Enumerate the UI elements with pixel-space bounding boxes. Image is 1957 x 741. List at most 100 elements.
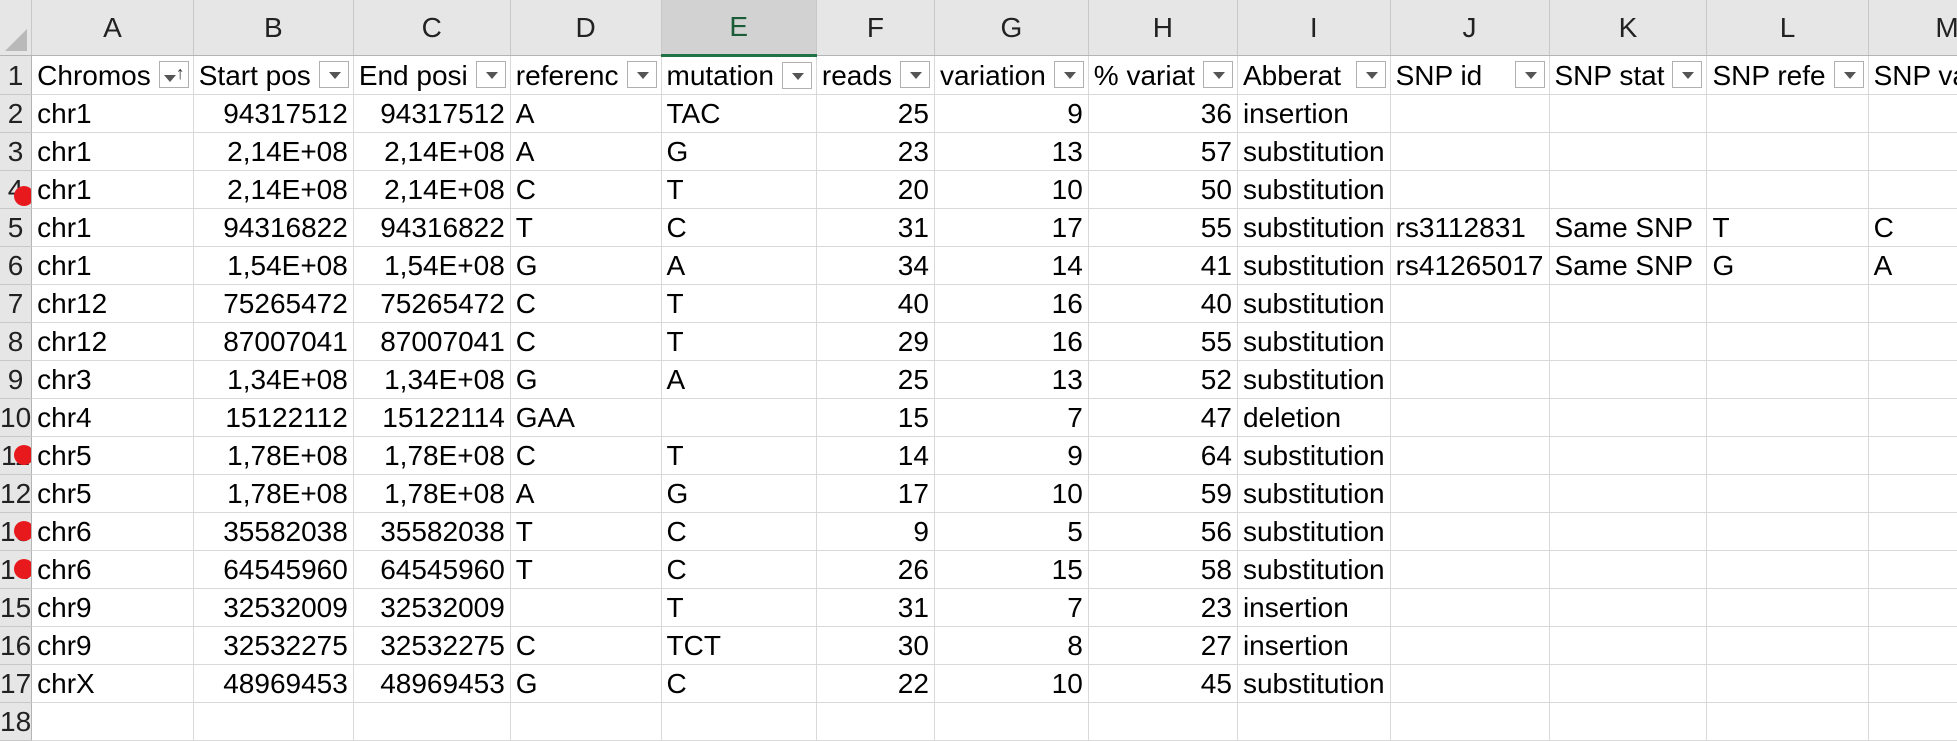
- field-header-cell[interactable]: Chromos ↑: [31, 55, 194, 95]
- cell-m[interactable]: [1868, 664, 1957, 703]
- cell-b[interactable]: 2,14E+08: [193, 132, 354, 171]
- cell-i[interactable]: [1237, 702, 1391, 741]
- cell-f[interactable]: 34: [816, 246, 935, 285]
- cell-f[interactable]: 22: [816, 664, 935, 703]
- cell-d[interactable]: T: [510, 550, 662, 589]
- cell-h[interactable]: [1088, 702, 1238, 741]
- cell-j[interactable]: rs3112831: [1390, 208, 1550, 247]
- cell-g[interactable]: 17: [934, 208, 1089, 247]
- row-header[interactable]: 8: [0, 322, 33, 361]
- cell-e[interactable]: T: [661, 284, 817, 323]
- cell-f[interactable]: 17: [816, 474, 935, 513]
- cell-a[interactable]: chr12: [31, 322, 194, 361]
- cell-a[interactable]: chr1: [31, 132, 194, 171]
- cell-e[interactable]: C: [661, 208, 817, 247]
- cell-f[interactable]: 20: [816, 170, 935, 209]
- cell-h[interactable]: 45: [1088, 664, 1238, 703]
- cell-a[interactable]: chr1: [31, 94, 194, 133]
- cell-i[interactable]: substitution: [1237, 170, 1391, 209]
- cell-k[interactable]: Same SNP: [1549, 208, 1708, 247]
- cell-h[interactable]: 36: [1088, 94, 1238, 133]
- cell-k[interactable]: [1549, 398, 1708, 437]
- cell-c[interactable]: [353, 702, 511, 741]
- cell-c[interactable]: 32532009: [353, 588, 511, 627]
- cell-j[interactable]: [1390, 360, 1550, 399]
- row-header[interactable]: 12: [0, 474, 33, 513]
- cell-c[interactable]: 75265472: [353, 284, 511, 323]
- cell-e[interactable]: T: [661, 436, 817, 475]
- cell-b[interactable]: 35582038: [193, 512, 354, 551]
- cell-g[interactable]: 16: [934, 284, 1089, 323]
- cell-i[interactable]: substitution: [1237, 208, 1391, 247]
- cell-j[interactable]: [1390, 322, 1550, 361]
- cell-d[interactable]: C: [510, 322, 662, 361]
- cell-m[interactable]: A: [1868, 246, 1957, 285]
- cell-l[interactable]: [1706, 626, 1869, 665]
- cell-g[interactable]: 9: [934, 94, 1089, 133]
- cell-h[interactable]: 55: [1088, 322, 1238, 361]
- cell-m[interactable]: [1868, 512, 1957, 551]
- cell-a[interactable]: chr5: [31, 436, 194, 475]
- cell-f[interactable]: 31: [816, 208, 935, 247]
- filter-dropdown-icon[interactable]: [1202, 61, 1233, 88]
- cell-k[interactable]: [1549, 284, 1708, 323]
- cell-a[interactable]: chr9: [31, 588, 194, 627]
- field-header-cell[interactable]: Start pos: [193, 55, 354, 95]
- cell-i[interactable]: substitution: [1237, 246, 1391, 285]
- column-header-i[interactable]: I: [1237, 0, 1391, 56]
- cell-a[interactable]: chr6: [31, 512, 194, 551]
- cell-l[interactable]: [1706, 702, 1869, 741]
- cell-i[interactable]: insertion: [1237, 94, 1391, 133]
- cell-l[interactable]: [1706, 436, 1869, 475]
- cell-c[interactable]: 64545960: [353, 550, 511, 589]
- cell-j[interactable]: [1390, 284, 1550, 323]
- cell-f[interactable]: 25: [816, 94, 935, 133]
- cell-c[interactable]: 32532275: [353, 626, 511, 665]
- cell-d[interactable]: A: [510, 94, 662, 133]
- cell-e[interactable]: T: [661, 588, 817, 627]
- cell-d[interactable]: G: [510, 664, 662, 703]
- cell-a[interactable]: chr12: [31, 284, 194, 323]
- row-header[interactable]: 10: [0, 398, 33, 437]
- cell-d[interactable]: T: [510, 512, 662, 551]
- field-header-cell[interactable]: SNP id: [1390, 55, 1550, 95]
- cell-j[interactable]: [1390, 702, 1550, 741]
- cell-c[interactable]: 1,54E+08: [353, 246, 511, 285]
- cell-c[interactable]: 1,78E+08: [353, 436, 511, 475]
- column-header-g[interactable]: G: [934, 0, 1089, 56]
- column-header-j[interactable]: J: [1390, 0, 1550, 56]
- cell-b[interactable]: 1,34E+08: [193, 360, 354, 399]
- filter-dropdown-icon[interactable]: [1053, 61, 1084, 88]
- cell-i[interactable]: substitution: [1237, 474, 1391, 513]
- cell-b[interactable]: 94317512: [193, 94, 354, 133]
- cell-d[interactable]: GAA: [510, 398, 662, 437]
- column-header-a[interactable]: A: [31, 0, 194, 56]
- cell-a[interactable]: chr4: [31, 398, 194, 437]
- cell-e[interactable]: TCT: [661, 626, 817, 665]
- row-header[interactable]: 15: [0, 588, 33, 627]
- cell-e[interactable]: [661, 398, 817, 437]
- cell-i[interactable]: substitution: [1237, 512, 1391, 551]
- cell-e[interactable]: G: [661, 474, 817, 513]
- cell-h[interactable]: 50: [1088, 170, 1238, 209]
- cell-f[interactable]: 30: [816, 626, 935, 665]
- cell-e[interactable]: A: [661, 360, 817, 399]
- row-header[interactable]: 1: [0, 55, 33, 95]
- cell-k[interactable]: [1549, 550, 1708, 589]
- cell-b[interactable]: 32532009: [193, 588, 354, 627]
- cell-e[interactable]: G: [661, 132, 817, 171]
- cell-f[interactable]: 29: [816, 322, 935, 361]
- cell-f[interactable]: 31: [816, 588, 935, 627]
- column-header-k[interactable]: K: [1549, 0, 1708, 56]
- field-header-cell[interactable]: % variat: [1088, 55, 1238, 95]
- sort-filter-dropdown-icon[interactable]: ↑: [158, 61, 189, 88]
- cell-e[interactable]: T: [661, 170, 817, 209]
- cell-e[interactable]: T: [661, 322, 817, 361]
- cell-l[interactable]: T: [1706, 208, 1869, 247]
- cell-e[interactable]: C: [661, 664, 817, 703]
- cell-g[interactable]: 14: [934, 246, 1089, 285]
- field-header-cell[interactable]: SNP stat: [1549, 55, 1708, 95]
- cell-k[interactable]: [1549, 170, 1708, 209]
- cell-i[interactable]: insertion: [1237, 626, 1391, 665]
